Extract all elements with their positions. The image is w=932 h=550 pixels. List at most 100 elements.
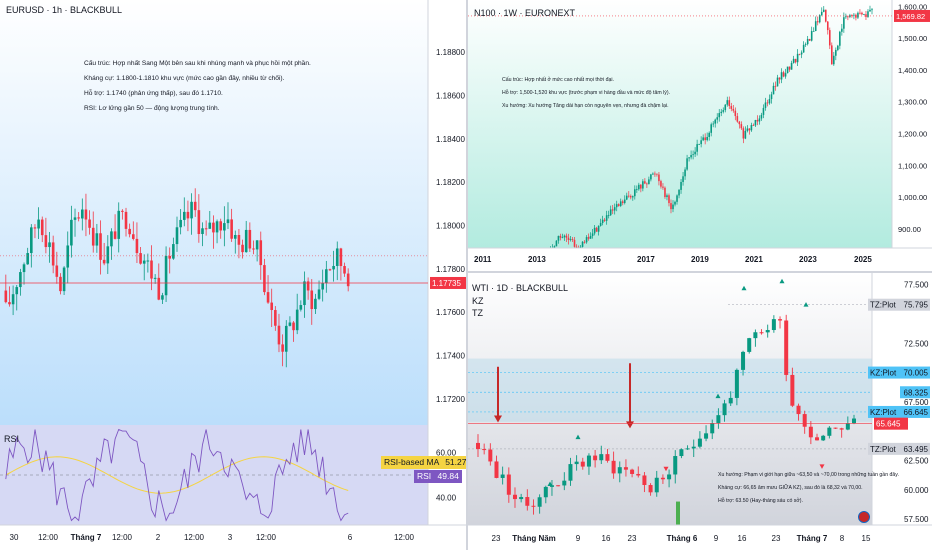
wti-y-tick: 60.000 bbox=[904, 486, 929, 495]
eur-candle bbox=[102, 259, 106, 264]
n100-candle bbox=[839, 31, 841, 46]
n100-candle bbox=[724, 104, 727, 111]
n100-y-tick: 1,200.00 bbox=[898, 130, 927, 139]
eur-y-tick: 1.18200 bbox=[436, 178, 465, 187]
n100-candle bbox=[650, 174, 652, 180]
wti-level-name: KZ:Plot bbox=[870, 408, 897, 417]
wti-candle bbox=[488, 449, 493, 462]
n100-candle bbox=[688, 157, 690, 159]
n100-candle bbox=[871, 9, 873, 11]
n100-candle bbox=[611, 209, 614, 211]
eur-x-tick: 12:00 bbox=[38, 533, 59, 542]
wti-signal-triangle bbox=[547, 481, 553, 486]
n100-candle bbox=[700, 140, 702, 145]
eur-candle bbox=[73, 217, 77, 220]
n100-candle bbox=[851, 15, 853, 16]
wti-chart-svg[interactable]: 77.50072.50067.50062.50060.00057.50063.2… bbox=[468, 273, 932, 550]
eur-candle bbox=[252, 248, 255, 250]
n100-candle bbox=[828, 30, 831, 46]
n100-candle bbox=[847, 16, 849, 18]
wti-candle bbox=[537, 497, 542, 507]
eur-candle bbox=[230, 219, 233, 239]
eur-candle bbox=[248, 229, 252, 249]
n100-candle bbox=[770, 94, 773, 100]
wti-signal-arrow-head bbox=[626, 421, 634, 429]
eur-candle bbox=[310, 290, 314, 310]
eur-candle bbox=[204, 228, 208, 230]
n100-chart-svg[interactable]: 1,600.00 1,500.00 1,400.00 1,300.00 1,200.00… bbox=[468, 0, 932, 271]
n100-y-tick: 1,300.00 bbox=[898, 98, 927, 107]
wti-candle bbox=[827, 427, 832, 436]
eurusd-chart-svg[interactable]: 1.18800 1.18600 1.18400 1.18200 1.18000 1.178… bbox=[0, 0, 466, 550]
n100-candle bbox=[678, 189, 680, 196]
wti-candle bbox=[531, 505, 536, 507]
wti-x-tick: 8 bbox=[840, 534, 845, 543]
eur-candle bbox=[288, 322, 292, 326]
n100-candle bbox=[640, 184, 642, 189]
n100-note-trend: Xu hướng: Xu hướng Tăng dài hạn còn nguy… bbox=[502, 103, 669, 109]
eur-candle bbox=[117, 210, 121, 239]
wti-candle bbox=[568, 464, 573, 481]
rsi-value-label: RSI bbox=[417, 471, 432, 481]
rsi-y-tick: 40.00 bbox=[436, 494, 457, 503]
n100-candle bbox=[690, 155, 692, 158]
wti-x-tick: 9 bbox=[576, 534, 581, 543]
n100-candle bbox=[597, 225, 600, 232]
n100-x-tick: 2017 bbox=[637, 255, 655, 264]
wti-x-tick: 15 bbox=[862, 534, 871, 543]
eur-y-tick: 1.18400 bbox=[436, 135, 465, 144]
n100-candle bbox=[559, 235, 562, 238]
eur-y-tick: 1.17400 bbox=[436, 352, 465, 361]
n100-candle bbox=[581, 241, 584, 247]
eur-candle bbox=[226, 219, 230, 224]
n100-candle bbox=[599, 223, 602, 226]
wti-annotations: Xu hướng: Phạm vi giới hạn giữa ~63,50 v… bbox=[718, 469, 899, 508]
eur-candle bbox=[332, 265, 335, 270]
n100-candle bbox=[718, 113, 721, 118]
eur-candle bbox=[66, 245, 70, 268]
wti-candle bbox=[512, 494, 517, 500]
n100-candle bbox=[593, 227, 596, 234]
eur-y-tick: 1.18000 bbox=[436, 222, 465, 231]
eur-candle bbox=[131, 234, 135, 239]
eurusd-note-support: Hỗ trợ: 1.1740 (phản ứng thấp), sau đó 1… bbox=[84, 90, 223, 97]
n100-candle bbox=[772, 85, 775, 95]
n100-candle bbox=[696, 144, 698, 152]
eur-candle bbox=[270, 302, 273, 311]
n100-x-tick: 2015 bbox=[583, 255, 601, 264]
eur-candle bbox=[139, 253, 142, 264]
eur-candle bbox=[212, 222, 215, 233]
wti-level-tag bbox=[868, 366, 930, 379]
n100-candle bbox=[843, 17, 845, 29]
n100-chart-pane[interactable]: 1,600.00 1,500.00 1,400.00 1,300.00 1,200.00… bbox=[468, 0, 932, 271]
n100-candle bbox=[634, 189, 636, 197]
n100-x-tick: 2013 bbox=[528, 255, 546, 264]
n100-candle bbox=[806, 38, 809, 45]
eur-candle bbox=[113, 231, 117, 239]
horizontal-divider[interactable] bbox=[468, 271, 932, 273]
wti-chart-pane[interactable]: 77.50072.50067.50062.50060.00057.50063.2… bbox=[468, 273, 932, 550]
vertical-divider[interactable] bbox=[466, 0, 468, 550]
wti-green-signal bbox=[676, 501, 680, 525]
eur-x-tick: 30 bbox=[10, 533, 19, 542]
wti-candle bbox=[494, 461, 499, 478]
eur-candle bbox=[88, 219, 91, 228]
eur-candle bbox=[150, 260, 153, 279]
n100-candle bbox=[587, 237, 590, 239]
n100-y-tick: 1,100.00 bbox=[898, 161, 927, 170]
n100-candle bbox=[712, 123, 715, 125]
n100-candle bbox=[668, 195, 670, 204]
n100-candle bbox=[563, 235, 566, 238]
wti-candle bbox=[630, 469, 635, 474]
eur-candle bbox=[179, 219, 182, 228]
wti-candle bbox=[679, 449, 684, 457]
eurusd-chart-pane[interactable]: 1.18800 1.18600 1.18400 1.18200 1.18000 1.178… bbox=[0, 0, 466, 550]
wti-kz-zone bbox=[468, 358, 872, 422]
n100-candle bbox=[794, 58, 797, 63]
eur-candle bbox=[168, 255, 172, 259]
n100-candle bbox=[833, 55, 835, 65]
rsi-value: 49.84 bbox=[437, 471, 459, 481]
eurusd-note-rsi: RSI: Lơ lửng gần 50 — động lượng trung t… bbox=[84, 105, 220, 112]
eur-candle bbox=[11, 294, 15, 305]
n100-candle bbox=[617, 204, 620, 206]
